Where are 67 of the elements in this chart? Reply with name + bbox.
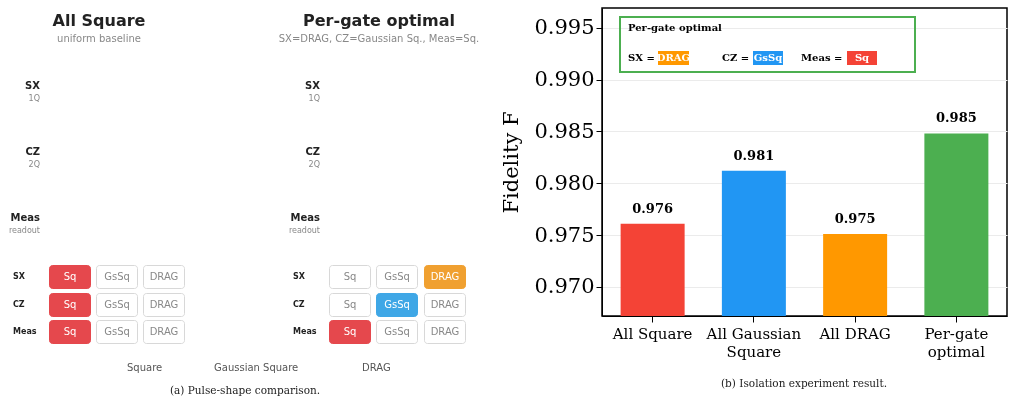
x-tick-label: All Square	[611, 324, 693, 343]
text: GsSq	[104, 326, 130, 337]
text: 2Q	[28, 160, 40, 169]
annotation: CZ =	[722, 52, 750, 63]
text: DRAG	[430, 326, 460, 337]
annotation: DRAG	[656, 52, 691, 63]
y-tick-label: 0.985	[534, 118, 595, 143]
data-label: 0.975	[834, 211, 876, 227]
y-tick-label: 0.980	[534, 170, 595, 195]
text: CZ	[25, 146, 40, 157]
text: Sq	[343, 271, 357, 282]
text: Per-gate optimal	[303, 11, 455, 30]
y-tick-label: 0.990	[534, 67, 595, 92]
text: All Square	[52, 11, 146, 30]
y-tick-label: 0.995	[534, 15, 595, 40]
text: Sq	[63, 326, 77, 337]
text: Meas	[293, 327, 317, 336]
text: 2Q	[308, 160, 320, 169]
text: (b) Isolation experiment result.	[721, 377, 887, 389]
text: CZ	[13, 300, 25, 309]
text: DRAG	[362, 362, 391, 373]
data-label: 0.976	[632, 200, 673, 216]
text: DRAG	[430, 271, 460, 282]
text: DRAG	[149, 326, 179, 337]
text: Sq	[343, 299, 357, 310]
text: Meas	[10, 212, 41, 223]
x-tick-label: All DRAG	[818, 324, 891, 343]
text: DRAG	[149, 299, 179, 310]
data-label: 0.985	[936, 110, 977, 126]
text: readout	[288, 226, 320, 235]
text: Sq	[63, 271, 77, 282]
data-label: 0.981	[733, 147, 775, 163]
text: DRAG	[430, 299, 460, 310]
text: CZ	[293, 300, 305, 309]
text: GsSq	[384, 326, 410, 337]
x-tick-label: All Gaussian Square	[705, 324, 802, 361]
y-tick-label: 0.975	[534, 222, 595, 247]
text: SX	[305, 80, 321, 91]
text: readout	[8, 226, 40, 235]
annotation: Per-gate optimal	[628, 22, 723, 33]
annotation: Sq	[854, 52, 870, 63]
text: SX	[25, 80, 41, 91]
text: GsSq	[104, 299, 130, 310]
annotation: Meas =	[801, 52, 843, 63]
annotation: SX =	[628, 52, 655, 63]
text: SX	[293, 272, 306, 281]
x-tick-label: Per-gate optimal	[924, 324, 989, 361]
text: (a) Pulse-shape comparison.	[169, 384, 321, 396]
text: SX=DRAG, CZ=Gaussian Sq., Meas=Sq.	[278, 33, 480, 44]
text: Meas	[13, 327, 37, 336]
text: uniform baseline	[57, 33, 141, 44]
y-tick-label: 0.970	[534, 274, 595, 299]
annotation: GsSq	[753, 52, 783, 63]
text: GsSq	[384, 271, 410, 282]
text: Sq	[63, 299, 77, 310]
text: DRAG	[149, 271, 179, 282]
text: GsSq	[104, 271, 130, 282]
text: 1Q	[308, 94, 320, 103]
text: CZ	[305, 146, 320, 157]
text: 1Q	[28, 94, 40, 103]
text: Sq	[343, 326, 357, 337]
text: SX	[13, 272, 26, 281]
text: Meas	[290, 212, 321, 223]
text: Gaussian Square	[214, 362, 299, 373]
text: Square	[127, 362, 163, 373]
y-axis-title: Fidelity F	[499, 111, 524, 214]
text: GsSq	[384, 299, 410, 310]
